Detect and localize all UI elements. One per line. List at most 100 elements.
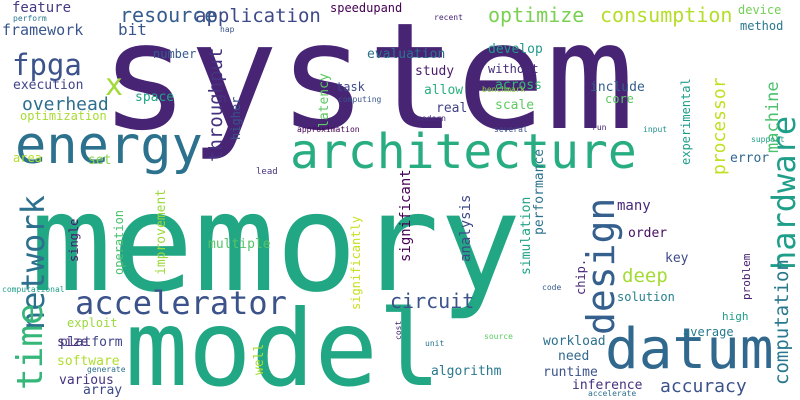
word-deep: deep bbox=[622, 265, 668, 287]
word-network: network bbox=[14, 195, 52, 330]
word-operation: operation bbox=[112, 210, 126, 275]
word-software: software bbox=[57, 354, 120, 369]
word-many: many bbox=[617, 198, 651, 214]
word-allow: allow bbox=[424, 83, 463, 98]
word-space: space bbox=[135, 90, 174, 105]
word-recent: recent bbox=[434, 13, 463, 22]
word-evaluation: evaluation bbox=[367, 47, 445, 62]
word-energy: energy bbox=[15, 116, 203, 176]
word-hardware: hardware bbox=[765, 116, 800, 270]
word-error: error bbox=[730, 151, 769, 166]
word-without: without bbox=[488, 62, 539, 76]
word-unit: unit bbox=[425, 339, 444, 348]
word-code: code bbox=[542, 283, 561, 292]
word-computing: computing bbox=[338, 95, 382, 104]
word-simulation: simulation bbox=[519, 197, 534, 275]
word-cost: cost bbox=[394, 321, 403, 340]
word-overhead: overhead bbox=[22, 94, 109, 115]
word-multiple: multiple bbox=[208, 237, 271, 252]
word-modern: modern bbox=[417, 114, 446, 123]
word-performance: performance bbox=[532, 149, 547, 235]
word-significantly: significantly bbox=[349, 216, 363, 310]
word-develop: develop bbox=[488, 42, 543, 57]
word-design: design bbox=[579, 198, 623, 335]
word-chip: chip. bbox=[574, 259, 588, 295]
word-device: device bbox=[738, 3, 781, 17]
word-well: well bbox=[252, 344, 267, 375]
word-architecture: architecture bbox=[290, 124, 637, 180]
word-time: time bbox=[10, 303, 51, 390]
word-execution: execution bbox=[13, 78, 83, 93]
word-machine: machine bbox=[763, 81, 783, 153]
word-accelerate: accelerate bbox=[588, 389, 636, 398]
word-size: size bbox=[57, 335, 88, 350]
word-speedupand: speedupand bbox=[330, 1, 402, 15]
word-order: order bbox=[628, 226, 667, 241]
word-various: various bbox=[59, 373, 114, 388]
word-bit: bit bbox=[118, 20, 147, 39]
word-improvement: improvement bbox=[154, 189, 169, 275]
word-feature: feature bbox=[12, 0, 71, 16]
word-lead: lead bbox=[256, 167, 278, 177]
word-runtime: runtime bbox=[543, 365, 598, 380]
word-input: input bbox=[643, 125, 667, 134]
word-method: method bbox=[740, 19, 783, 33]
word-solution: solution bbox=[617, 290, 675, 304]
word-computational: computational bbox=[2, 285, 65, 294]
word-experimental: experimental bbox=[679, 78, 693, 165]
word-single: single bbox=[67, 219, 81, 262]
word-perform: perform bbox=[13, 14, 47, 23]
word-average: average bbox=[683, 325, 734, 339]
word-hap: hap bbox=[220, 25, 235, 34]
word-resource: resource bbox=[120, 3, 216, 27]
word-run: run bbox=[592, 123, 607, 132]
word-source: source bbox=[484, 332, 513, 341]
word-framework: framework bbox=[2, 21, 83, 39]
word-across: across bbox=[495, 78, 542, 93]
word-core: core bbox=[605, 92, 634, 106]
word-area: area bbox=[13, 151, 42, 165]
word-circuit: circuit bbox=[390, 289, 474, 313]
word-memory: memory bbox=[30, 165, 521, 323]
word-scale: scale bbox=[495, 98, 534, 113]
word-optimize: optimize bbox=[488, 3, 584, 27]
word-workload: workload bbox=[543, 334, 606, 349]
word-optimization: optimization bbox=[20, 109, 107, 123]
word-x: x bbox=[105, 68, 123, 103]
word-high: high bbox=[722, 310, 749, 323]
word-number: number bbox=[153, 47, 196, 61]
word-study: study bbox=[415, 64, 454, 79]
word-include: include bbox=[590, 80, 645, 95]
word-analysis: analysis bbox=[458, 195, 474, 262]
word-consumption: consumption bbox=[600, 3, 732, 27]
word-higher: higher bbox=[229, 97, 243, 140]
word-computation: computation bbox=[771, 259, 793, 385]
word-fpga: fpga bbox=[12, 48, 82, 82]
word-array: array bbox=[83, 383, 122, 398]
word-problem: problem bbox=[740, 253, 753, 300]
word-application: application bbox=[195, 5, 321, 27]
word-generate: generate bbox=[87, 365, 126, 374]
word-significant: significant bbox=[398, 169, 414, 262]
word-task: task bbox=[336, 80, 366, 94]
word-latency: latency bbox=[317, 73, 332, 128]
word-throughput: throughput bbox=[205, 48, 227, 162]
word-accelerator: accelerator bbox=[75, 284, 287, 322]
word-algorithm: algorithm bbox=[431, 364, 502, 379]
word-benchmark: benchmark bbox=[482, 85, 526, 94]
word-exploit: exploit bbox=[67, 316, 118, 330]
word-processor: processor bbox=[709, 77, 730, 175]
word-key: key bbox=[665, 251, 689, 266]
word-inference: inference bbox=[572, 378, 643, 393]
word-need: need bbox=[558, 349, 589, 364]
word-model: model bbox=[125, 288, 441, 400]
word-accuracy: accuracy bbox=[660, 376, 747, 397]
word-real: real bbox=[436, 101, 467, 116]
word-approximation: approximation bbox=[297, 125, 360, 134]
word-several: several bbox=[494, 125, 528, 134]
word-support: support bbox=[751, 135, 785, 144]
word-datum: datum bbox=[605, 317, 774, 382]
word-system: system bbox=[100, 0, 635, 163]
word-set: set bbox=[88, 153, 111, 168]
